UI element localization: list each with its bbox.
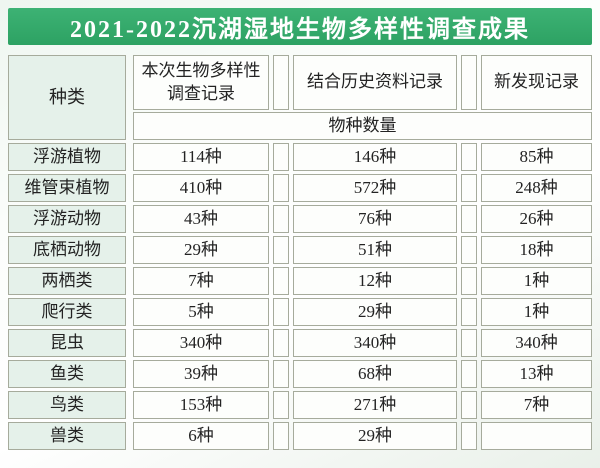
newfound-value-cell: [481, 422, 592, 450]
newfound-value-cell: 1种: [481, 267, 592, 295]
column-separator: [273, 329, 289, 357]
table-row: 爬行类 5种 29种 1种: [8, 298, 592, 326]
newfound-value-cell: 248种: [481, 174, 592, 202]
historical-value-cell: 572种: [293, 174, 457, 202]
survey-value-cell: 114种: [133, 143, 269, 171]
species-cell: 昆虫: [8, 329, 126, 357]
species-cell: 浮游动物: [8, 205, 126, 233]
column-separator: [273, 391, 289, 419]
historical-value-cell: 68种: [293, 360, 457, 388]
species-cell: 两栖类: [8, 267, 126, 295]
survey-value-cell: 7种: [133, 267, 269, 295]
newfound-value-cell: 1种: [481, 298, 592, 326]
column-separator: [273, 174, 289, 202]
historical-value-cell: 340种: [293, 329, 457, 357]
survey-value-cell: 410种: [133, 174, 269, 202]
table-row: 鸟类 153种 271种 7种: [8, 391, 592, 419]
historical-value-cell: 29种: [293, 298, 457, 326]
newfound-value-cell: 18种: [481, 236, 592, 264]
column-separator: [461, 422, 477, 450]
table-header-section: 种类 本次生物多样性调查记录 结合历史资料记录 新发现记录 物种数量: [8, 55, 592, 140]
column-separator: [461, 391, 477, 419]
column-separator: [461, 143, 477, 171]
table-row: 浮游植物 114种 146种 85种: [8, 143, 592, 171]
historical-value-cell: 51种: [293, 236, 457, 264]
survey-value-cell: 29种: [133, 236, 269, 264]
survey-value-cell: 43种: [133, 205, 269, 233]
table-title: 2021-2022沉湖湿地生物多样性调查成果: [8, 8, 592, 45]
header-historical-cell: 结合历史资料记录: [293, 55, 457, 110]
header-species-cell: 种类: [8, 55, 126, 140]
column-separator: [273, 267, 289, 295]
historical-value-cell: 146种: [293, 143, 457, 171]
table-row: 维管束植物 410种 572种 248种: [8, 174, 592, 202]
species-cell: 爬行类: [8, 298, 126, 326]
column-separator: [461, 298, 477, 326]
species-cell: 浮游植物: [8, 143, 126, 171]
newfound-value-cell: 7种: [481, 391, 592, 419]
subheader-species-count-cell: 物种数量: [133, 112, 592, 140]
table-row: 两栖类 7种 12种 1种: [8, 267, 592, 295]
species-cell: 鱼类: [8, 360, 126, 388]
table-row: 昆虫 340种 340种 340种: [8, 329, 592, 357]
column-separator: [273, 55, 289, 110]
historical-value-cell: 271种: [293, 391, 457, 419]
survey-value-cell: 5种: [133, 298, 269, 326]
table-row: 浮游动物 43种 76种 26种: [8, 205, 592, 233]
header-right-group: 本次生物多样性调查记录 结合历史资料记录 新发现记录 物种数量: [133, 55, 592, 140]
newfound-value-cell: 85种: [481, 143, 592, 171]
column-separator: [461, 236, 477, 264]
header-newfound-cell: 新发现记录: [481, 55, 592, 110]
column-separator: [273, 236, 289, 264]
column-separator: [273, 298, 289, 326]
species-cell: 维管束植物: [8, 174, 126, 202]
species-cell: 兽类: [8, 422, 126, 450]
historical-value-cell: 76种: [293, 205, 457, 233]
header-row: 本次生物多样性调查记录 结合历史资料记录 新发现记录: [133, 55, 592, 110]
species-cell: 鸟类: [8, 391, 126, 419]
survey-value-cell: 39种: [133, 360, 269, 388]
newfound-value-cell: 340种: [481, 329, 592, 357]
newfound-value-cell: 26种: [481, 205, 592, 233]
species-cell: 底栖动物: [8, 236, 126, 264]
historical-value-cell: 12种: [293, 267, 457, 295]
table-row: 底栖动物 29种 51种 18种: [8, 236, 592, 264]
column-separator: [461, 360, 477, 388]
survey-value-cell: 153种: [133, 391, 269, 419]
column-separator: [273, 143, 289, 171]
historical-value-cell: 29种: [293, 422, 457, 450]
survey-value-cell: 6种: [133, 422, 269, 450]
table-row: 兽类 6种 29种: [8, 422, 592, 450]
column-separator: [461, 267, 477, 295]
column-separator: [273, 360, 289, 388]
column-separator: [273, 422, 289, 450]
column-separator: [461, 55, 477, 110]
newfound-value-cell: 13种: [481, 360, 592, 388]
column-separator: [461, 329, 477, 357]
column-separator: [461, 174, 477, 202]
header-survey-cell: 本次生物多样性调查记录: [133, 55, 269, 110]
table-row: 鱼类 39种 68种 13种: [8, 360, 592, 388]
column-separator: [273, 205, 289, 233]
column-separator: [461, 205, 477, 233]
biodiversity-table: 种类 本次生物多样性调查记录 结合历史资料记录 新发现记录 物种数量 浮游植物 …: [8, 55, 592, 450]
survey-value-cell: 340种: [133, 329, 269, 357]
